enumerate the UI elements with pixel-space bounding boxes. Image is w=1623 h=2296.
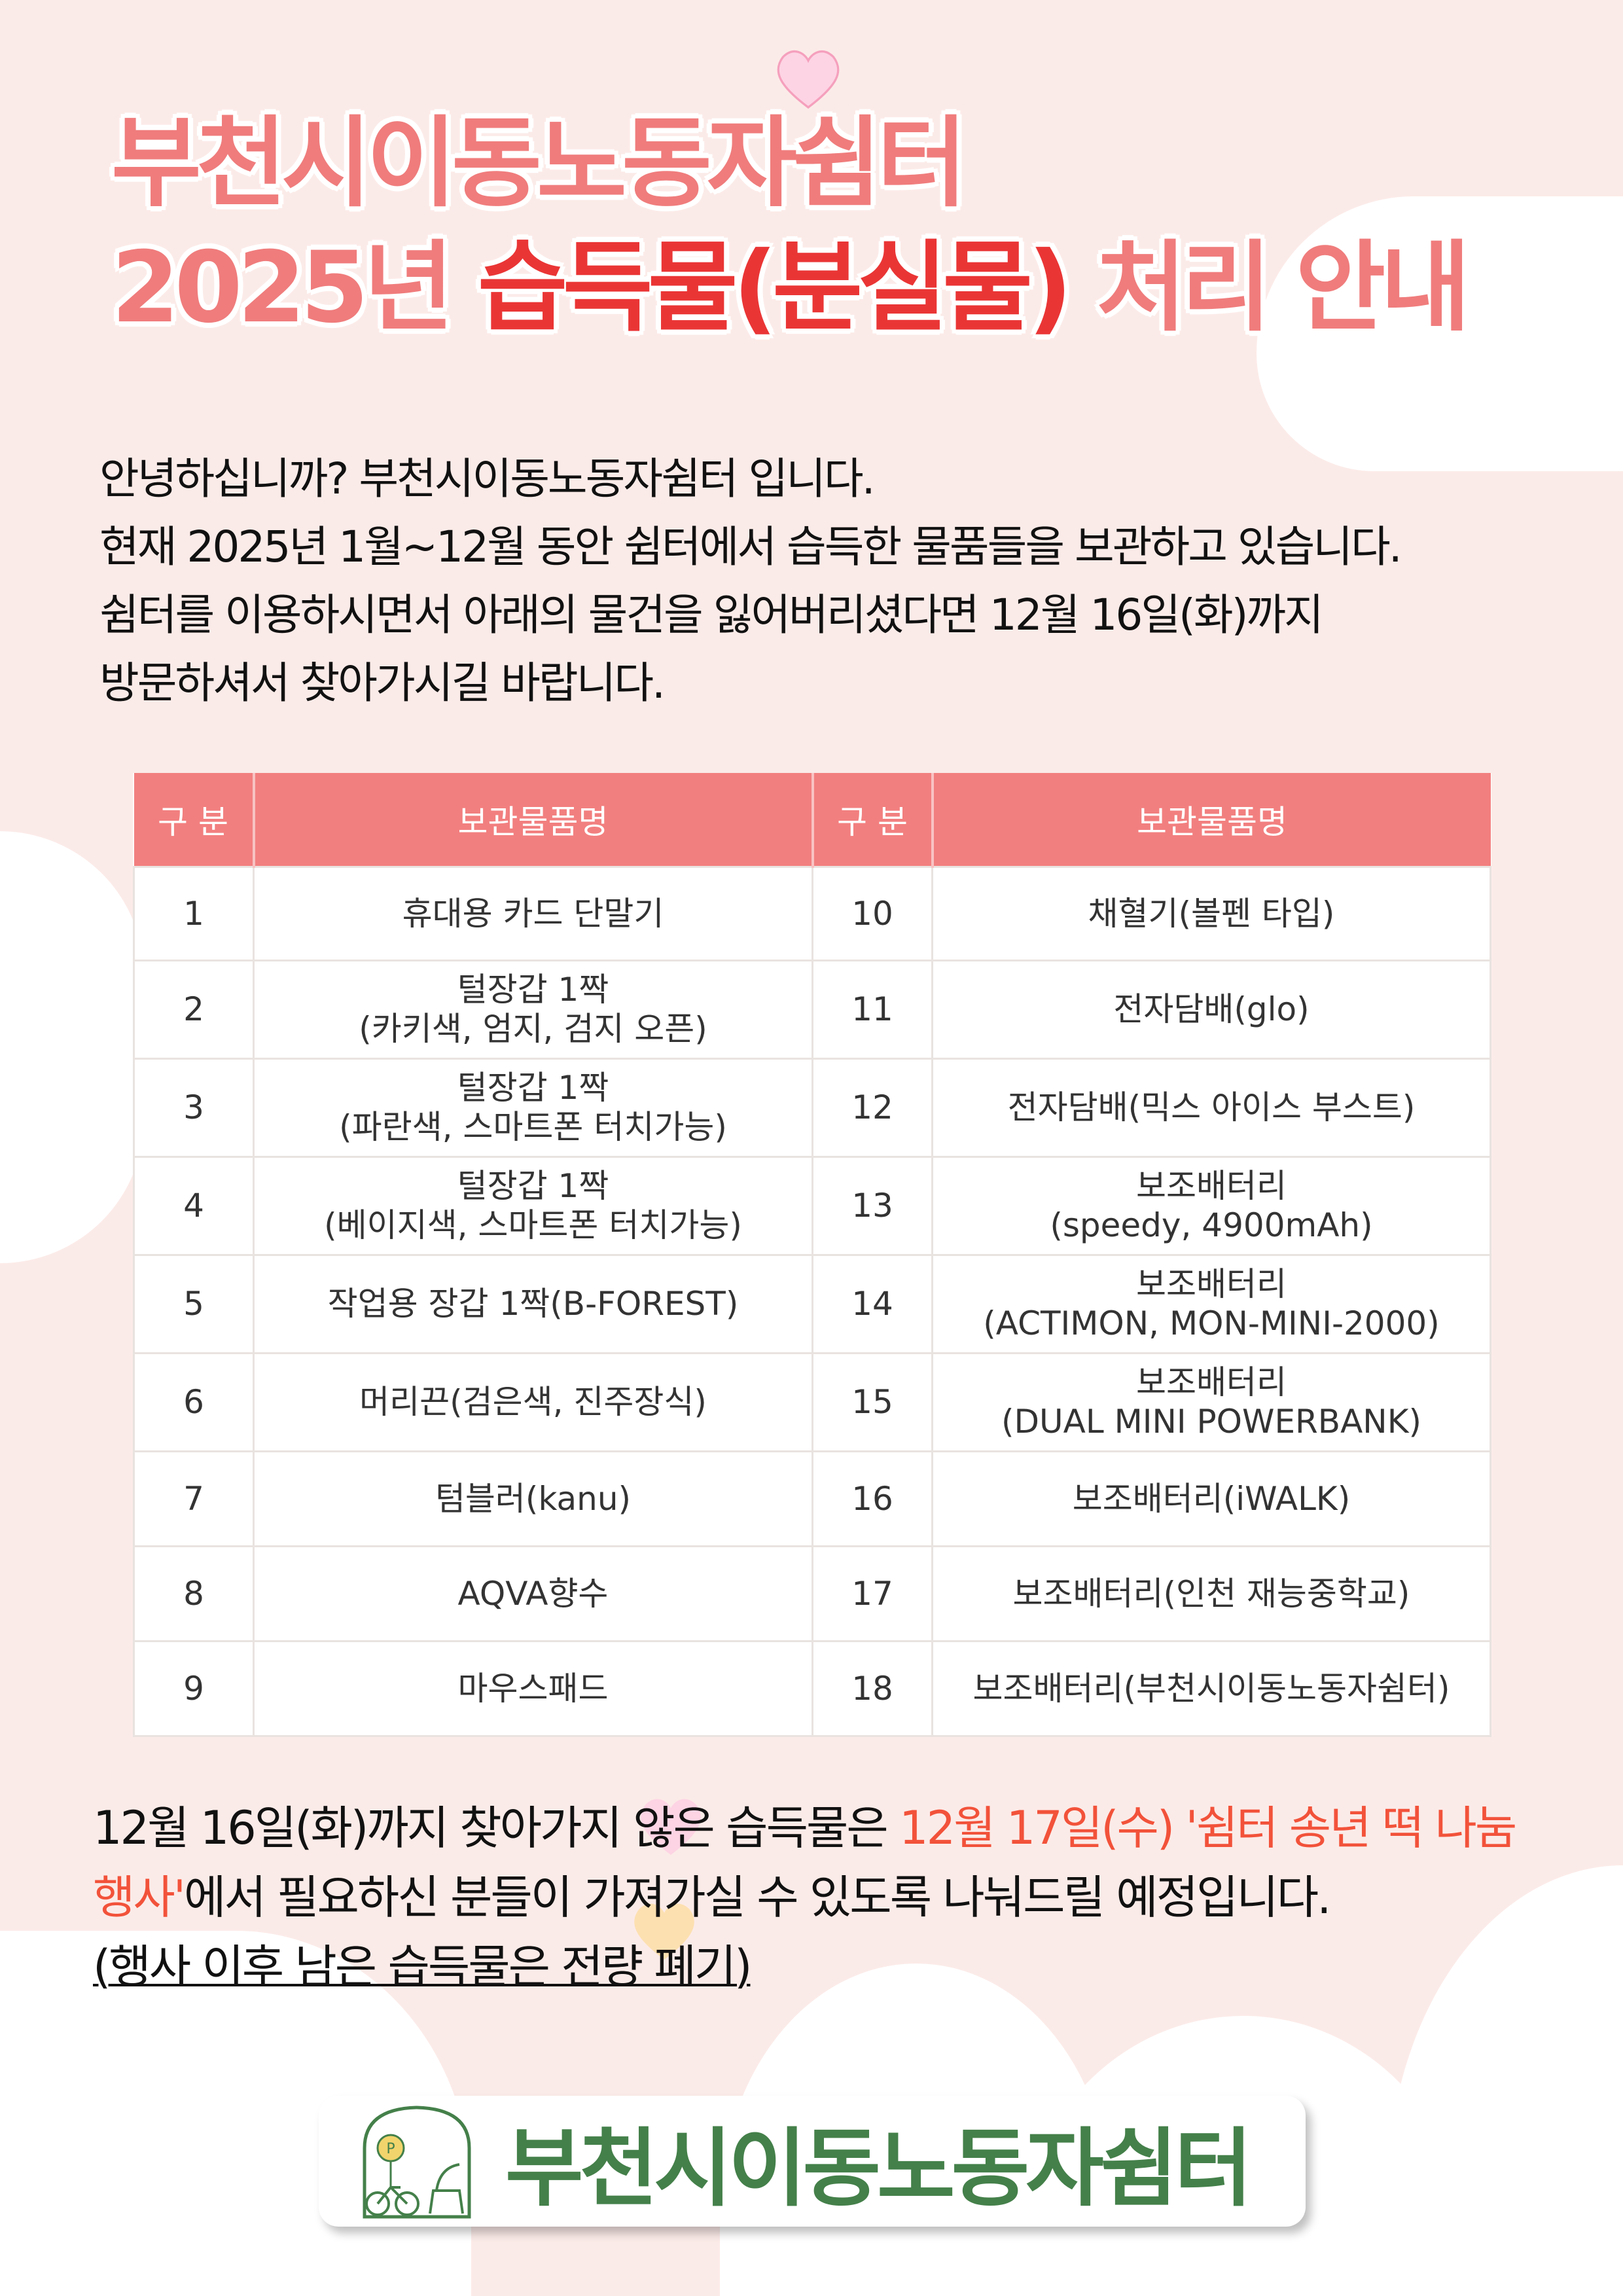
header-item: 보관물품명 xyxy=(932,773,1491,867)
item-name: 마우스패드 xyxy=(253,1640,813,1737)
item-number: 3 xyxy=(133,1057,255,1158)
item-number: 4 xyxy=(133,1155,255,1256)
item-number: 13 xyxy=(812,1155,933,1256)
item-name: 휴대용 카드 단말기 xyxy=(253,865,813,961)
logo-text: 부천시이동노동자쉼터 xyxy=(505,2119,1253,2218)
logo-sign-letter: P xyxy=(386,2141,395,2157)
item-number: 12 xyxy=(812,1057,933,1158)
table-row: 3 털장갑 1짝 (파란색, 스마트폰 터치가능) 12 전자담배(믹스 아이스 부스… xyxy=(133,1057,1491,1158)
title-line-2: 2025년 습득물(분실물) 처리 안내 xyxy=(111,239,1471,337)
item-number: 6 xyxy=(133,1352,255,1452)
title-line-1: 부천시이동노동자쉼터 xyxy=(111,107,967,221)
footer-paragraph: 12월 16일(화)까지 찾아가지 않은 습득물은 12월 17일(수) '쉼터… xyxy=(93,1793,1565,1932)
shelter-bicycle-logo-icon: P xyxy=(363,2106,471,2219)
item-name: 전자담배(glo) xyxy=(931,959,1491,1060)
heart-icon xyxy=(641,1799,701,1855)
table-row: 1 휴대용 카드 단말기 10 채혈기(볼펜 타입) xyxy=(133,865,1491,961)
item-number: 5 xyxy=(133,1253,255,1354)
cloud-decoration xyxy=(1257,196,1623,471)
table-row: 4 털장갑 1짝 (베이지색, 스마트폰 터치가능) 13 보조배터리 (speedy… xyxy=(133,1155,1491,1256)
intro-line: 안녕하십니까? 부천시이동노동자쉼터 입니다. xyxy=(99,454,876,504)
item-name: 채혈기(볼펜 타입) xyxy=(931,865,1491,961)
header-no: 구 분 xyxy=(812,773,934,867)
item-name: 작업용 장갑 1짝(B-FOREST) xyxy=(253,1253,813,1354)
item-name: 텀블러(kanu) xyxy=(253,1450,813,1547)
logo-box: P 부천시이동노동자쉼터 xyxy=(319,2096,1306,2227)
item-number: 18 xyxy=(812,1640,933,1737)
item-number: 17 xyxy=(812,1545,933,1642)
item-name: AQVA향수 xyxy=(253,1545,813,1642)
cloud-decoration xyxy=(0,831,144,1263)
item-number: 10 xyxy=(812,865,933,961)
item-number: 14 xyxy=(812,1253,933,1354)
intro-line: 쉼터를 이용하시면서 아래의 물건을 잃어버리셨다면 12월 16일(화)까지 xyxy=(99,590,1324,640)
item-number: 15 xyxy=(812,1352,933,1452)
item-name: 보조배터리 (DUAL MINI POWERBANK) xyxy=(931,1352,1491,1452)
item-name: 털장갑 1짝 (카키색, 엄지, 검지 오픈) xyxy=(253,959,813,1060)
item-name: 털장갑 1짝 (파란색, 스마트폰 터치가능) xyxy=(253,1057,813,1158)
item-name: 전자담배(믹스 아이스 부스트) xyxy=(931,1057,1491,1158)
title-highlight: 습득물(분실물) xyxy=(477,231,1073,345)
footer-text: 12월 16일(화)까지 찾아가지 않은 습득물은 xyxy=(93,1801,900,1855)
footer-text: 에서 필요하신 분들이 가져가실 수 있도록 나눠드릴 예정입니다. xyxy=(184,1871,1331,1924)
item-name: 머리끈(검은색, 진주장식) xyxy=(253,1352,813,1452)
table-header: 구 분 보관물품명 구 분 보관물품명 xyxy=(134,773,1491,867)
item-number: 11 xyxy=(812,959,933,1060)
item-name: 보조배터리(iWALK) xyxy=(931,1450,1491,1547)
item-number: 16 xyxy=(812,1450,933,1547)
table-row: 7 텀블러(kanu) 16 보조배터리(iWALK) xyxy=(133,1450,1491,1547)
table-row: 8 AQVA향수 17 보조배터리(인천 재능중학교) xyxy=(133,1545,1491,1642)
table-row: 6 머리끈(검은색, 진주장식) 15 보조배터리 (DUAL MINI POWERB… xyxy=(133,1352,1491,1452)
heart-icon xyxy=(634,1903,694,1960)
title-rest: 처리 안내 xyxy=(1096,231,1471,345)
intro-text: 안녕하십니까? 부천시이동노동자쉼터 입니다. 현재 2025년 1월~12월 … xyxy=(99,445,1572,717)
item-name: 보조배터리(부천시이동노동자쉼터) xyxy=(931,1640,1491,1737)
item-name: 보조배터리 (ACTIMON, MON-MINI-2000) xyxy=(931,1253,1491,1354)
item-number: 7 xyxy=(133,1450,255,1547)
item-number: 2 xyxy=(133,959,255,1060)
item-name: 보조배터리(인천 재능중학교) xyxy=(931,1545,1491,1642)
title-year: 2025년 xyxy=(111,231,454,345)
item-name: 털장갑 1짝 (베이지색, 스마트폰 터치가능) xyxy=(253,1155,813,1256)
footer-note: (행사 이후 남은 습득물은 전량 폐기) xyxy=(93,1940,752,1994)
intro-line: 방문하셔서 찾아가시길 바랍니다. xyxy=(99,658,666,708)
header-item: 보관물품명 xyxy=(253,773,814,867)
table-row: 5 작업용 장갑 1짝(B-FOREST) 14 보조배터리 (ACTIMON, MO… xyxy=(133,1253,1491,1354)
intro-line: 현재 2025년 1월~12월 동안 쉼터에서 습득한 물품들을 보관하고 있습… xyxy=(99,522,1402,572)
header-no: 구 분 xyxy=(134,773,255,867)
footer-notice: 12월 16일(화)까지 찾아가지 않은 습득물은 12월 17일(수) '쉼터… xyxy=(93,1793,1565,2001)
item-number: 8 xyxy=(133,1545,255,1642)
item-name: 보조배터리 (speedy, 4900mAh) xyxy=(931,1155,1491,1256)
table-row: 9 마우스패드 18 보조배터리(부천시이동노동자쉼터) xyxy=(133,1640,1491,1737)
table-row: 2 털장갑 1짝 (카키색, 엄지, 검지 오픈) 11 전자담배(glo) xyxy=(133,959,1491,1060)
heart-icon xyxy=(777,50,840,109)
item-number: 1 xyxy=(133,865,255,961)
item-number: 9 xyxy=(133,1640,255,1737)
footer-highlight: 12월 17일(수) '쉼터 송년 떡 나눔 행사' xyxy=(93,1801,1517,1924)
lost-items-table: 구 분 보관물품명 구 분 보관물품명 1 휴대용 카드 단말기 10 채혈기(볼펜 … xyxy=(133,773,1491,1737)
